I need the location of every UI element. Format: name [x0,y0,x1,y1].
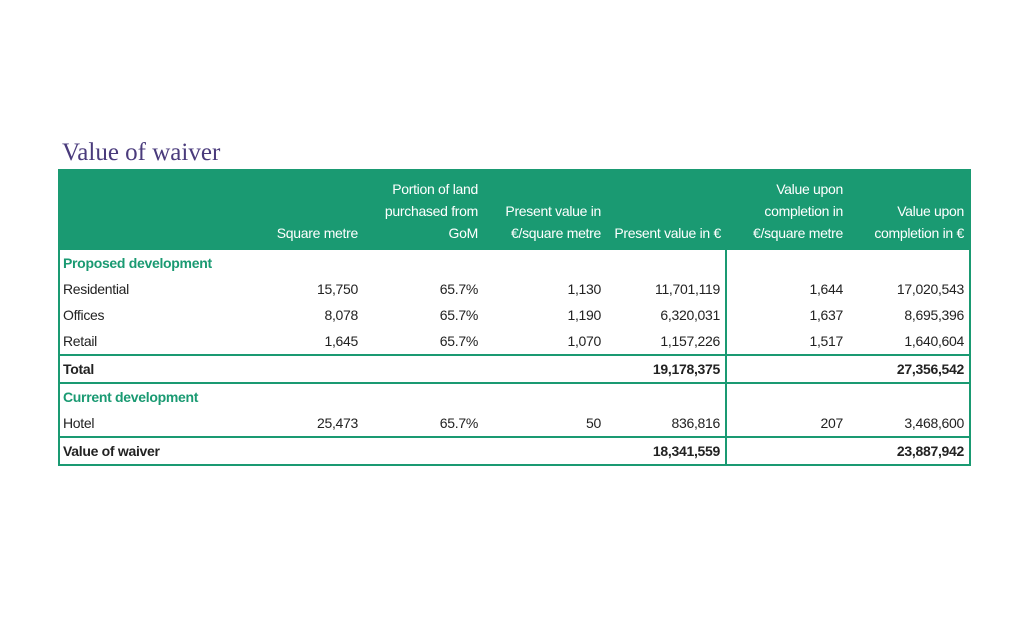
header-completion-value-per-sqm: Value upon completion in €/square metre [726,170,848,250]
present-value-cell: 19,178,375 [606,354,727,384]
row-label: Value of waiver [59,436,251,466]
present-value-sqm-cell [483,354,606,384]
present-value-sqm-cell: 50 [586,415,601,431]
portion-cell [363,436,483,466]
table-row: Residential 15,750 65.7% 1,130 11,701,119 1,6… [59,276,970,302]
portion-cell: 65.7% [439,415,479,431]
completion-value-cell: 17,020,543 [896,281,964,297]
header-completion-value: Value upon completion in € [848,170,970,250]
section-current-development: Current development [59,383,970,410]
square-metre-cell: 15,750 [316,281,358,297]
header-present-value-per-sqm: Present value in €/square metre [483,170,606,250]
completion-value-cell: 1,640,604 [904,333,964,349]
present-value-cell: 18,341,559 [606,436,727,466]
header-square-metre: Square metre [251,170,363,250]
completion-value-sqm-cell: 1,517 [809,333,843,349]
present-value-cell: 11,701,119 [606,276,727,302]
square-metre-cell [251,354,363,384]
portion-cell: 65.7% [439,333,479,349]
section-proposed-development: Proposed development [59,250,970,276]
square-metre-cell: 1,645 [324,333,358,349]
completion-value-sqm-cell: 207 [820,415,844,431]
table-row: Retail 1,645 65.7% 1,070 1,157,226 1,517 1,640… [59,328,970,355]
header-present-value: Present value in € [606,170,726,250]
page-title: Value of waiver [62,139,221,166]
row-label: Residential [63,281,129,297]
present-value-sqm-cell [483,436,606,466]
present-value-sqm-cell: 1,070 [567,333,601,349]
value-of-waiver-row: Value of waiver 18,341,559 23,887,942 [59,436,970,466]
header-row: Square metre Portion of land purchased f… [59,170,970,250]
section-label: Proposed development [63,255,212,271]
completion-value-sqm-cell [726,436,848,466]
square-metre-cell: 25,473 [316,415,358,431]
portion-cell [363,354,483,384]
table-row: Offices 8,078 65.7% 1,190 6,320,031 1,637 8,69… [59,302,970,328]
completion-value-sqm-cell: 1,637 [809,307,843,323]
present-value-cell: 836,816 [606,410,727,437]
square-metre-cell: 8,078 [324,307,358,323]
present-value-cell: 6,320,031 [606,302,727,328]
completion-value-cell: 8,695,396 [904,307,964,323]
header-portion-of-land: Portion of land purchased from GoM [363,170,483,250]
completion-value-cell: 27,356,542 [848,354,970,384]
completion-value-cell: 23,887,942 [848,436,970,466]
completion-value-cell: 3,468,600 [904,415,964,431]
present-value-sqm-cell: 1,130 [567,281,601,297]
present-value-sqm-cell: 1,190 [567,307,601,323]
table-row: Hotel 25,473 65.7% 50 836,816 207 3,468,600 [59,410,970,437]
header-label [59,170,251,250]
portion-cell: 65.7% [439,281,479,297]
portion-cell: 65.7% [439,307,479,323]
row-label: Offices [63,307,105,323]
row-label: Hotel [63,415,95,431]
completion-value-sqm-cell: 1,644 [809,281,843,297]
row-label: Retail [63,333,97,349]
section-label: Current development [63,389,199,405]
square-metre-cell [251,436,363,466]
total-row: Total 19,178,375 27,356,542 [59,354,970,384]
value-of-waiver-table: Square metre Portion of land purchased f… [58,169,971,466]
present-value-cell: 1,157,226 [606,328,727,355]
completion-value-sqm-cell [726,354,848,384]
row-label: Total [59,354,251,384]
